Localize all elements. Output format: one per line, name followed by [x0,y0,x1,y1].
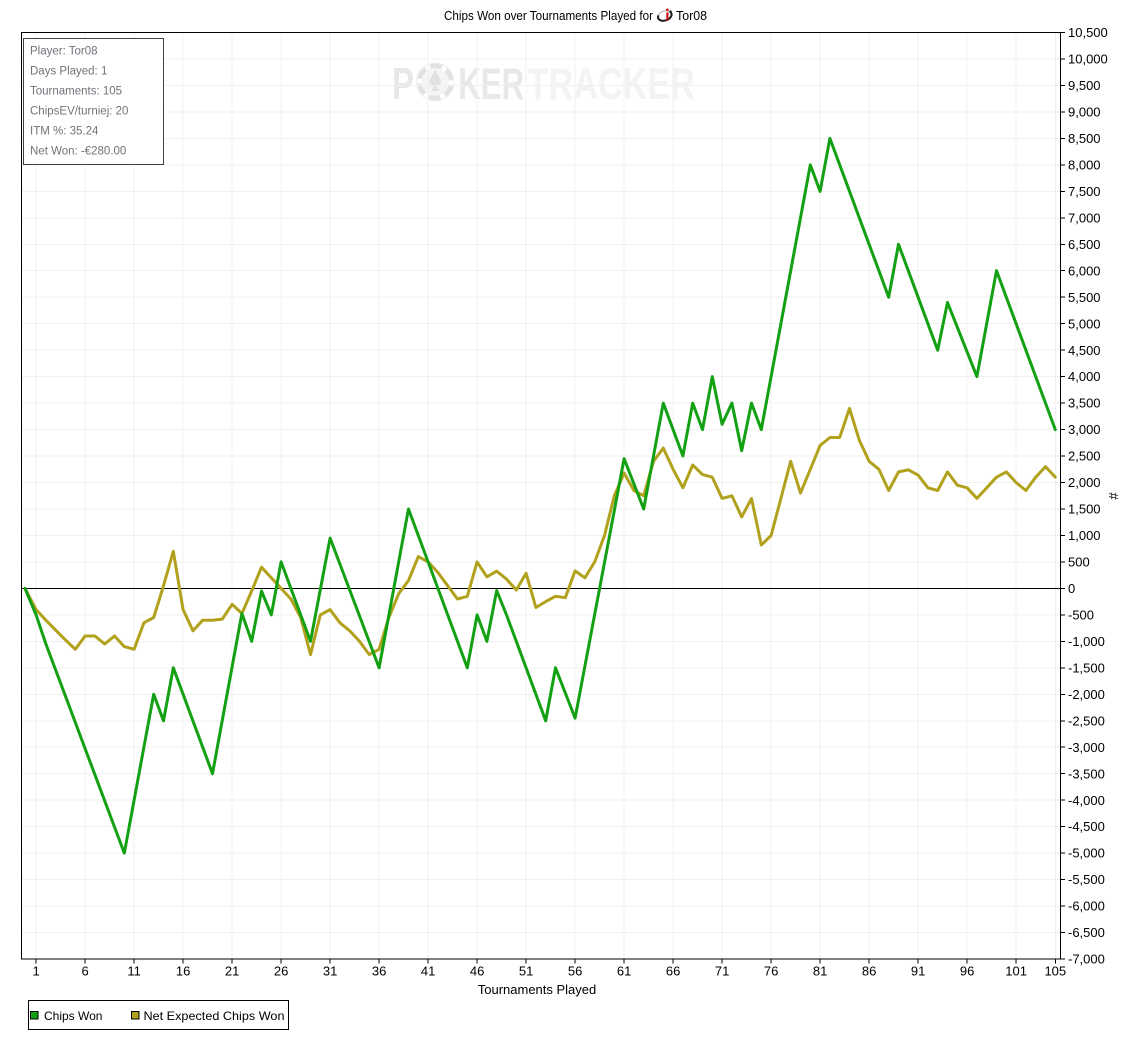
svg-text:76: 76 [764,964,778,979]
svg-text:Tournaments Played: Tournaments Played [478,982,597,997]
svg-text:Net Won: -€280.00: Net Won: -€280.00 [30,146,126,158]
svg-text:-500: -500 [1068,608,1094,623]
svg-text:-4,500: -4,500 [1068,819,1105,834]
svg-text:3,000: 3,000 [1068,422,1101,437]
svg-text:-7,000: -7,000 [1068,952,1105,967]
svg-text:16: 16 [176,964,190,979]
svg-text:86: 86 [862,964,876,979]
svg-text:Tor08: Tor08 [676,8,707,23]
svg-text:26: 26 [274,964,288,979]
svg-text:56: 56 [568,964,582,979]
svg-text:-3,000: -3,000 [1068,740,1105,755]
svg-text:Tournaments: 105: Tournaments: 105 [30,86,122,98]
svg-text:#: # [1106,492,1121,500]
svg-text:101: 101 [1005,964,1027,979]
svg-text:7,500: 7,500 [1068,184,1101,199]
svg-text:8,500: 8,500 [1068,131,1101,146]
svg-text:6: 6 [81,964,88,979]
svg-text:-5,500: -5,500 [1068,872,1105,887]
svg-text:Days Played: 1: Days Played: 1 [30,66,107,78]
svg-text:36: 36 [372,964,386,979]
svg-text:1,500: 1,500 [1068,502,1101,517]
svg-text:3,500: 3,500 [1068,396,1101,411]
svg-text:-1,000: -1,000 [1068,634,1105,649]
svg-text:1,000: 1,000 [1068,528,1101,543]
svg-text:Chips Won: Chips Won [44,1009,102,1023]
svg-text:11: 11 [127,964,141,979]
svg-text:4,000: 4,000 [1068,369,1101,384]
svg-text:Player: Tor08: Player: Tor08 [30,46,98,58]
svg-text:2,000: 2,000 [1068,475,1101,490]
svg-text:ChipsEV/turniej: 20: ChipsEV/turniej: 20 [30,106,128,118]
svg-text:TRACKER: TRACKER [528,60,695,109]
svg-text:ITM %: 35.24: ITM %: 35.24 [30,126,99,138]
svg-text:9,500: 9,500 [1068,78,1101,93]
svg-text:-3,500: -3,500 [1068,766,1105,781]
svg-text:46: 46 [470,964,484,979]
svg-text:5,000: 5,000 [1068,316,1101,331]
svg-text:91: 91 [911,964,925,979]
svg-text:10,500: 10,500 [1068,25,1108,40]
svg-text:-6,000: -6,000 [1068,899,1105,914]
svg-text:P: P [392,60,414,109]
svg-text:66: 66 [666,964,680,979]
svg-text:21: 21 [225,964,239,979]
svg-text:6,000: 6,000 [1068,263,1101,278]
svg-text:81: 81 [813,964,827,979]
svg-text:61: 61 [617,964,631,979]
svg-text:6,500: 6,500 [1068,237,1101,252]
svg-text:-6,500: -6,500 [1068,925,1105,940]
svg-text:105: 105 [1044,964,1066,979]
svg-text:41: 41 [421,964,435,979]
svg-text:31: 31 [323,964,337,979]
svg-text:0: 0 [1068,581,1075,596]
svg-text:8,000: 8,000 [1068,158,1101,173]
svg-text:1: 1 [32,964,39,979]
svg-text:-2,500: -2,500 [1068,713,1105,728]
svg-text:KER: KER [458,60,524,110]
svg-text:51: 51 [519,964,533,979]
svg-text:9,000: 9,000 [1068,105,1101,120]
svg-text:10,000: 10,000 [1068,52,1108,67]
svg-text:-4,000: -4,000 [1068,793,1105,808]
svg-text:500: 500 [1068,555,1090,570]
svg-text:Net Expected Chips Won: Net Expected Chips Won [144,1009,285,1023]
svg-text:96: 96 [960,964,974,979]
svg-text:-1,500: -1,500 [1068,660,1105,675]
svg-text:2,500: 2,500 [1068,449,1101,464]
svg-text:-5,000: -5,000 [1068,846,1105,861]
svg-text:71: 71 [715,964,729,979]
svg-text:Chips Won over Tournaments Pla: Chips Won over Tournaments Played for [444,8,654,23]
svg-text:-2,000: -2,000 [1068,687,1105,702]
svg-text:7,000: 7,000 [1068,210,1101,225]
svg-text:5,500: 5,500 [1068,290,1101,305]
svg-text:4,500: 4,500 [1068,343,1101,358]
